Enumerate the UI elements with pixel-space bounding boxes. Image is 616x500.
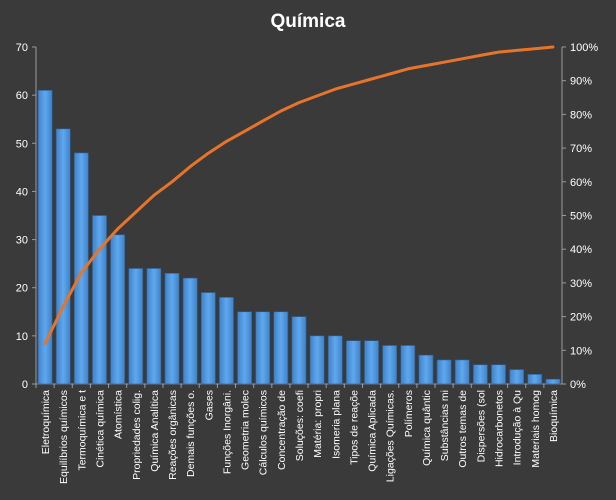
bar [37, 90, 53, 385]
bar [436, 359, 452, 385]
bar [473, 364, 488, 385]
y-tick-label: 20 [16, 283, 28, 295]
bar [327, 335, 343, 385]
bar [273, 311, 289, 385]
x-tick-label: Propriedades colig. [131, 390, 143, 480]
bar [382, 345, 398, 385]
bar [346, 340, 361, 385]
bars-group [37, 90, 561, 385]
bar [164, 272, 180, 385]
bar [509, 369, 525, 385]
x-tick-label: Eletroquímica [40, 390, 52, 454]
x-tick-label: Polímeros [403, 390, 415, 437]
bar [219, 297, 234, 385]
bar [291, 316, 307, 385]
y-tick-label: 40 [16, 186, 28, 198]
chart-title: Química [271, 11, 346, 32]
x-tick-label: Bioquímica [548, 390, 560, 442]
y2-tick-label: 80% [570, 109, 592, 121]
y2-tick-label: 40% [570, 244, 592, 256]
y-tick-label: 0 [22, 379, 28, 391]
bar [182, 277, 198, 385]
x-tick-label: Outros temas de [457, 390, 469, 468]
bar [128, 268, 144, 385]
x-tick-label: Atomística [113, 390, 125, 439]
x-tick-label: Química Aplicada [367, 390, 379, 472]
y-tick-label: 60 [16, 90, 28, 102]
y2-tick-label: 10% [570, 345, 592, 357]
bar [255, 311, 271, 385]
cumulative-percent-line [43, 45, 555, 346]
bar [200, 292, 216, 385]
x-tick-label: Substâncias mi [439, 390, 451, 461]
y2-tick-label: 0% [570, 379, 586, 391]
y2-tick-label: 70% [570, 143, 592, 155]
y-tick-label: 50 [16, 138, 28, 150]
y2-tick-label: 50% [570, 211, 592, 223]
y-tick-label: 10 [16, 331, 28, 343]
y-tick-label: 70 [16, 42, 28, 54]
x-tick-label: Concentração de [276, 390, 288, 470]
x-tick-label: Ligações Químicas. [385, 390, 397, 482]
bar [309, 335, 325, 385]
x-tick-label: Geometria molec [240, 390, 252, 470]
y2-tick-label: 20% [570, 312, 592, 324]
x-tick-label: Reações orgânicas [167, 390, 179, 480]
x-tick-label: Equilíbrios químicos [58, 390, 70, 484]
x-tick-label: Química quântic [421, 390, 433, 466]
x-tick-label: Dispersões (sol [475, 390, 487, 462]
bar [545, 378, 561, 385]
bar [146, 268, 162, 385]
x-tick-label: Introdução à Qu [512, 390, 524, 465]
x-tick-label: Materiais homog [530, 390, 542, 468]
x-tick-label: Funções Inorgâni. [221, 390, 233, 474]
bar [418, 354, 434, 385]
y2-tick-label: 90% [570, 76, 592, 88]
y2-tick-label: 100% [570, 42, 598, 54]
bar [527, 374, 543, 385]
bar [237, 311, 252, 385]
category-labels-group: Eletroquímica Equilíbrios químicos Termoqu… [35, 384, 560, 484]
x-tick-label: Termoquímica e t [76, 390, 88, 471]
bar [364, 340, 379, 385]
x-tick-label: Hidrocarbonetos [494, 390, 506, 467]
x-tick-label: Isomeria plana [330, 390, 342, 459]
x-tick-label: Química Analítica [149, 390, 161, 472]
x-tick-label: Soluções: coefi [294, 390, 306, 461]
axes-group: 0 10 20 30 40 50 60 70 0% 10% 20% 30% 40% 50% 60% 70% 80… [16, 42, 599, 391]
bar [491, 364, 506, 385]
cumulative-line-group [43, 45, 555, 346]
bar [110, 234, 125, 385]
bar [92, 215, 107, 385]
x-tick-label: Gases [203, 390, 215, 420]
x-tick-label: Cálculos químicos [258, 390, 270, 475]
x-tick-label: Cinética química [94, 390, 106, 468]
y2-tick-label: 30% [570, 278, 592, 290]
bar [73, 152, 89, 385]
bar [454, 359, 470, 385]
x-tick-label: Demais funções o. [185, 390, 197, 477]
x-tick-label: Matéria: propri [312, 390, 324, 458]
bar [400, 345, 416, 385]
y2-tick-label: 60% [570, 177, 592, 189]
x-tick-label: Tipos de reaçõe [348, 390, 360, 465]
y-tick-label: 30 [16, 235, 28, 247]
bar [55, 128, 71, 385]
